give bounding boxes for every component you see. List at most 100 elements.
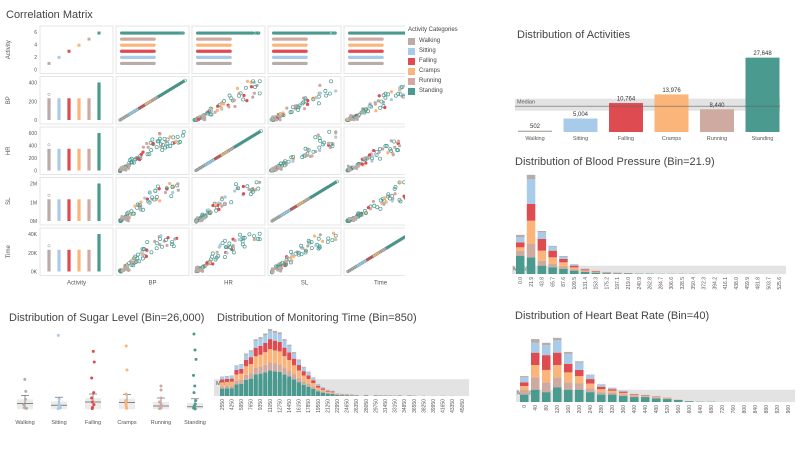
bin-label: 21.9 <box>529 277 535 287</box>
scatter-point <box>205 261 209 265</box>
scatter-point <box>290 259 294 263</box>
row-tick: 1M <box>30 200 37 206</box>
scatter-point <box>233 104 237 109</box>
scatter-point <box>216 104 220 108</box>
scatter-point <box>383 91 388 96</box>
stack-segment <box>586 375 595 380</box>
scatter-point <box>222 255 227 259</box>
scatter-point <box>219 106 224 110</box>
scatter-point <box>222 102 226 106</box>
scatter-point <box>386 151 390 155</box>
stack-segment <box>516 242 525 248</box>
sugar-point <box>22 406 26 410</box>
correlation-matrix[interactable]: Activity 0 2 4 6 Activity BP 0 200 400 BP HR 0 200 400… <box>0 22 405 300</box>
scatter-point <box>313 135 318 140</box>
activity-strip <box>272 61 308 66</box>
stack-segment <box>537 250 547 261</box>
activity-bar <box>47 148 51 171</box>
scatter-point <box>200 267 204 271</box>
scatter-point <box>355 164 359 168</box>
stack-segment <box>306 383 311 387</box>
scatter-point <box>163 190 168 195</box>
scatter-point <box>220 204 224 208</box>
row-tick: 600 <box>29 131 38 137</box>
scatter-point <box>318 233 322 237</box>
category-label: Cramps <box>662 136 682 142</box>
outlier-point <box>183 78 187 83</box>
scatter-point <box>315 96 319 100</box>
time-title: Distribution of Monitoring Time (Bin=850… <box>217 312 417 324</box>
stack-segment <box>531 339 540 343</box>
activities-chart[interactable]: 502 Walking 5,004 Sitting 10,764 Falling 13,97… <box>512 44 792 148</box>
stack-segment <box>316 391 321 396</box>
scatter-point <box>403 196 405 200</box>
bin-label: 350.4 <box>691 277 697 290</box>
sugar-point <box>91 405 95 409</box>
scatter-point <box>359 211 364 216</box>
bin-label: 520 <box>665 405 671 414</box>
scatter-point <box>396 148 400 153</box>
sugar-point <box>92 391 96 395</box>
scatter-point <box>237 91 241 96</box>
category-label: Sitting <box>51 420 66 426</box>
scatter-point <box>219 102 224 106</box>
sugar-level-chart[interactable]: Walking Sitting Falling Cramps Running Standi… <box>4 326 214 436</box>
legend-item-standing[interactable]: Standing <box>408 86 458 96</box>
stack-segment <box>272 371 277 396</box>
legend-item-falling[interactable]: Falling <box>408 56 458 66</box>
scatter-point <box>180 133 185 138</box>
scatter-point <box>211 262 215 266</box>
legend-item-sitting[interactable]: Sitting <box>408 46 458 56</box>
scatter-point <box>320 142 325 147</box>
stack-segment <box>608 392 617 395</box>
scatter-point <box>381 147 385 151</box>
activity-bar <box>47 98 51 120</box>
stack-segment <box>553 337 562 341</box>
scatter-point <box>352 219 356 223</box>
stack-segment <box>296 365 301 371</box>
stack-segment <box>296 359 301 361</box>
blood-pressure-chart[interactable]: Median0.021.943.865.787.6109.5131.4153.3… <box>510 170 795 305</box>
activity-legend[interactable]: Activity Categories Walking Sitting Fallin… <box>408 27 458 96</box>
legend-item-running[interactable]: Running <box>408 76 458 86</box>
scatter-point <box>237 237 241 242</box>
scatter-point <box>147 152 152 157</box>
scatter-point <box>120 269 124 273</box>
stack-segment <box>244 366 249 375</box>
scatter-point <box>133 157 138 162</box>
stack-segment <box>239 383 244 396</box>
heart-beat-chart[interactable]: Median0408012016020024028032036040044048… <box>510 326 800 450</box>
legend-item-walking[interactable]: Walking <box>408 36 458 46</box>
sugar-point <box>194 399 198 403</box>
scatter-point <box>160 244 164 249</box>
stack-segment <box>220 379 225 383</box>
scatter-point <box>364 161 368 165</box>
monitoring-time-chart[interactable]: Median2550425059507650935011050127501445… <box>212 326 474 446</box>
bin-label: 87.6 <box>561 277 567 287</box>
stack-segment <box>239 373 244 381</box>
scatter-point <box>252 234 256 238</box>
stack-segment <box>282 367 287 375</box>
scatter-point <box>233 238 237 243</box>
bin-label: 394.2 <box>712 277 718 290</box>
stack-segment <box>272 363 277 372</box>
scatter-point <box>333 233 338 238</box>
activity-bar <box>97 183 101 221</box>
activity-strip <box>196 31 255 35</box>
scatter-point <box>309 246 314 250</box>
scatter-point <box>348 117 352 121</box>
scatter-point <box>132 256 137 261</box>
scatter-point <box>398 180 402 184</box>
bin-label: 29750 <box>373 399 379 413</box>
scatter-point <box>376 99 380 103</box>
legend-item-cramps[interactable]: Cramps <box>408 66 458 76</box>
scatter-point <box>247 187 251 192</box>
scatter-point <box>393 192 397 196</box>
scatter-point <box>378 156 382 161</box>
stack-segment <box>320 387 325 389</box>
stack-segment <box>330 390 335 392</box>
scatter-point <box>257 237 262 242</box>
stack-segment <box>248 357 253 364</box>
scatter-point <box>383 105 387 110</box>
scatter-point <box>307 240 312 245</box>
